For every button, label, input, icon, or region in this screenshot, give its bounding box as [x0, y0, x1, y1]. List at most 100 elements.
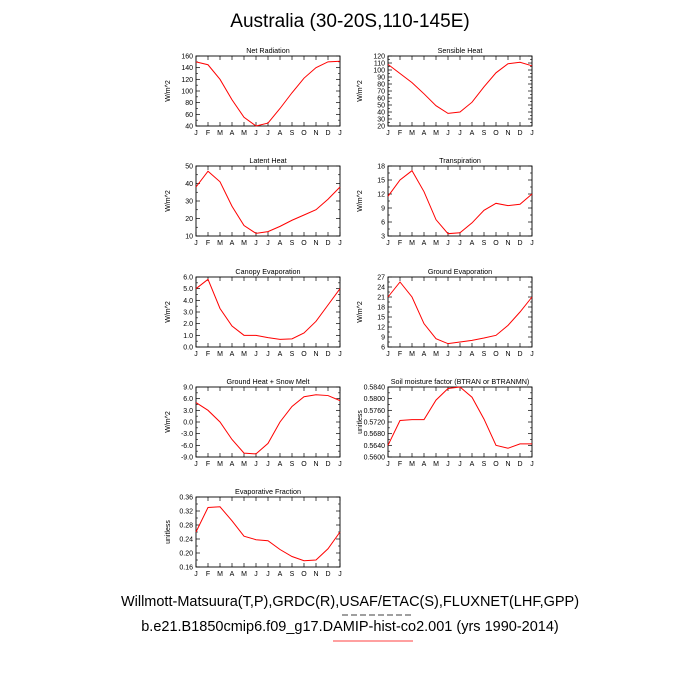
x-tick-label: J	[386, 130, 390, 137]
chart-title: Evaporative Fraction	[235, 487, 301, 496]
x-tick-label: F	[206, 351, 210, 358]
y-tick-label: 20	[377, 124, 385, 131]
y-tick-label: 6	[381, 345, 385, 352]
x-tick-label: F	[206, 461, 210, 468]
x-tick-label: J	[266, 130, 270, 137]
x-tick-label: J	[194, 571, 198, 578]
y-axis-label: unitless	[165, 520, 172, 544]
x-tick-label: S	[290, 351, 295, 358]
x-tick-label: F	[398, 351, 402, 358]
series-line	[387, 386, 532, 449]
y-tick-label: 140	[181, 65, 193, 72]
x-tick-label: M	[241, 461, 247, 468]
x-tick-label: A	[422, 461, 427, 468]
y-tick-label: 0.24	[179, 537, 193, 544]
x-tick-label: J	[386, 240, 390, 247]
y-tick-label: 15	[377, 315, 385, 322]
x-tick-label: A	[230, 461, 235, 468]
x-tick-label: J	[386, 351, 390, 358]
plot-frame	[387, 276, 533, 348]
x-tick-label: S	[482, 351, 487, 358]
y-tick-label: 40	[377, 110, 385, 117]
series-line	[195, 278, 341, 340]
x-tick-label: A	[470, 351, 475, 358]
y-tick-label: 12	[377, 192, 385, 199]
chart-panel: Soil moisture factor (BTRAN or BTRANMN) u…	[357, 377, 534, 468]
series-line	[387, 169, 533, 235]
y-tick-label: 0.5840	[364, 385, 386, 392]
x-tick-label: N	[313, 351, 318, 358]
y-axis-label: W/m^2	[165, 411, 172, 433]
x-tick-label: J	[266, 461, 270, 468]
x-tick-label: A	[278, 351, 283, 358]
x-tick-label: O	[493, 461, 499, 468]
plot-frame	[195, 386, 341, 458]
series-line	[195, 60, 341, 127]
y-tick-label: 3	[381, 234, 385, 241]
y-tick-label: 80	[377, 82, 385, 89]
y-axis-label: W/m^2	[357, 80, 364, 102]
x-tick-label: N	[505, 240, 510, 247]
x-tick-label: A	[278, 130, 283, 137]
x-tick-label: M	[241, 571, 247, 578]
case-name-caption: b.e21.B1850cmip6.f09_g17.DAMIP-hist-co2.…	[141, 619, 559, 635]
x-tick-label: O	[493, 130, 499, 137]
y-tick-label: 40	[185, 181, 193, 188]
x-tick-label: J	[458, 240, 462, 247]
y-tick-label: 0.5680	[364, 431, 386, 438]
y-tick-label: 15	[377, 178, 385, 185]
x-tick-label: A	[470, 461, 475, 468]
x-tick-label: J	[194, 461, 198, 468]
y-tick-label: 10	[185, 234, 193, 241]
x-tick-label: F	[206, 240, 210, 247]
x-tick-label: J	[254, 351, 258, 358]
chart-title: Ground Heat + Snow Melt	[227, 377, 310, 386]
x-tick-label: M	[217, 571, 223, 578]
series-line	[387, 61, 533, 114]
x-tick-label: A	[470, 130, 475, 137]
y-tick-label: 21	[377, 295, 385, 302]
y-tick-label: 0.5720	[364, 420, 386, 427]
x-tick-label: F	[398, 461, 402, 468]
x-tick-label: J	[458, 351, 462, 358]
y-tick-label: 20	[185, 216, 193, 223]
x-tick-label: D	[325, 571, 330, 578]
x-tick-label: O	[301, 130, 307, 137]
chart-panel: Ground Heat + Snow Melt W/m^2 -9.0 -6.0 -3.0…	[165, 377, 342, 468]
y-axis-label: W/m^2	[357, 190, 364, 212]
x-tick-label: J	[254, 461, 258, 468]
x-tick-label: J	[338, 130, 342, 137]
y-tick-label: 50	[377, 103, 385, 110]
y-tick-label: 3.0	[183, 408, 193, 415]
x-tick-label: D	[325, 461, 330, 468]
chart-title: Transpiration	[439, 156, 481, 165]
y-tick-label: 18	[377, 164, 385, 171]
series-line	[195, 394, 341, 455]
x-tick-label: J	[458, 130, 462, 137]
y-tick-label: 120	[181, 77, 193, 84]
x-tick-label: F	[398, 240, 402, 247]
series-line	[387, 281, 533, 345]
x-tick-label: M	[433, 351, 439, 358]
chart-title: Sensible Heat	[438, 46, 483, 55]
plot-frame	[387, 386, 533, 458]
y-tick-label: 0.28	[179, 523, 193, 530]
x-tick-label: S	[290, 461, 295, 468]
y-tick-label: 0.20	[179, 551, 193, 558]
y-tick-label: 160	[181, 54, 193, 61]
y-tick-label: 0.0	[183, 420, 193, 427]
y-tick-label: 100	[373, 68, 385, 75]
x-tick-label: J	[530, 240, 534, 247]
plot-frame	[195, 276, 341, 348]
y-tick-label: 60	[185, 112, 193, 119]
x-tick-label: D	[517, 461, 522, 468]
x-tick-label: M	[409, 461, 415, 468]
x-tick-label: M	[217, 351, 223, 358]
x-tick-label: M	[241, 240, 247, 247]
x-tick-label: J	[446, 130, 450, 137]
y-tick-label: 9.0	[183, 385, 193, 392]
x-tick-label: A	[230, 351, 235, 358]
